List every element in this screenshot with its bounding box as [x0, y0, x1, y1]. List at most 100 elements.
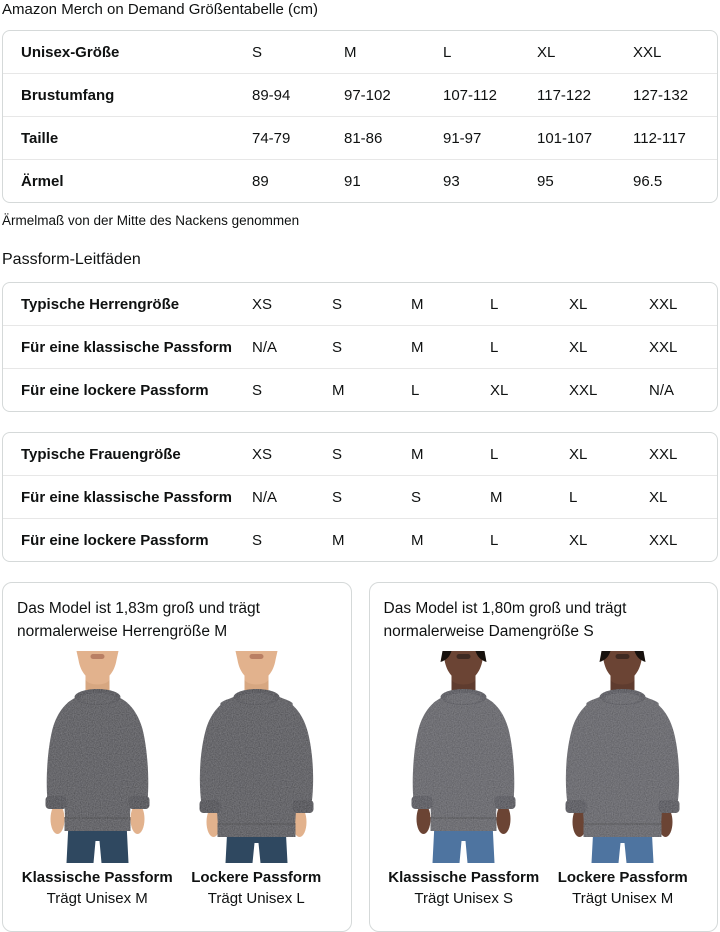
men-fit-guide-table: Typische Herrengröße XS S M L XL XXL Für… — [2, 282, 718, 412]
cell-value: S — [411, 488, 422, 506]
cell-value: XL — [569, 445, 588, 463]
wears-caption: Trägt Unisex M — [46, 889, 148, 907]
cell-value: M — [411, 338, 424, 356]
size-header: XL — [537, 43, 556, 61]
cell-value: M — [490, 488, 503, 506]
table-row: Brustumfang 89-94 97-102 107-112 117-122… — [3, 73, 717, 116]
row-label: Taille — [21, 129, 59, 147]
size-header: M — [344, 43, 357, 61]
cell-value: 89 — [252, 172, 269, 190]
fit-guides-section-title: Passform-Leitfäden — [2, 251, 141, 268]
page-title: Amazon Merch on Demand Größentabelle (cm… — [2, 1, 318, 18]
male-model-classic-fit-photo — [21, 651, 174, 863]
size-header: S — [252, 43, 263, 61]
model-description: Das Model ist 1,83m groß und trägt norma… — [17, 600, 260, 641]
cell-value: XXL — [649, 445, 678, 463]
cell-value: XXL — [649, 295, 678, 313]
cell-value: L — [490, 445, 499, 463]
column-header: Unisex-Größe — [21, 43, 120, 61]
row-label: Für eine lockere Passform — [21, 531, 209, 549]
cell-value: L — [490, 338, 499, 356]
table-row: Für eine lockere Passform S M L XL XXL N… — [3, 368, 717, 411]
cell-value: 93 — [443, 172, 460, 190]
row-label: Typische Herrengröße — [21, 295, 180, 313]
cell-value: XS — [252, 445, 273, 463]
female-model-classic-fit-photo — [387, 651, 540, 863]
fit-caption: Klassische Passform — [388, 868, 540, 886]
cell-value: M — [411, 531, 424, 549]
cell-value: L — [490, 531, 499, 549]
cell-value: 81-86 — [344, 129, 383, 147]
model-figures: Klassische Passform Trägt Unisex S Locke… — [384, 651, 704, 907]
model-cards: Das Model ist 1,83m groß und trägt norma… — [2, 582, 718, 932]
cell-value: 96.5 — [633, 172, 663, 190]
cell-value: 91 — [344, 172, 361, 190]
row-label: Für eine klassische Passform — [21, 338, 232, 356]
cell-value: S — [332, 445, 343, 463]
cell-value: 101-107 — [537, 129, 593, 147]
female-model-loose-fit-photo — [546, 651, 699, 863]
cell-value: XXL — [569, 381, 598, 399]
table-row: Für eine klassische Passform N/A S M L X… — [3, 325, 717, 368]
cell-value: M — [332, 531, 345, 549]
row-label: Brustumfang — [21, 86, 115, 104]
classic-fit-figure: Klassische Passform Trägt Unisex S — [387, 651, 540, 907]
male-model-loose-fit-photo — [180, 651, 333, 863]
model-description: Das Model ist 1,80m groß und trägt norma… — [383, 600, 627, 641]
female-model-card: Das Model ist 1,80m groß und trägt norma… — [368, 582, 718, 932]
size-header: L — [443, 43, 452, 61]
table-row: Ärmel 89 91 93 95 96.5 — [3, 159, 717, 202]
cell-value: XL — [569, 338, 588, 356]
male-model-card: Das Model ist 1,83m groß und trägt norma… — [2, 582, 352, 932]
table-row: Typische Frauengröße XS S M L XL XXL — [3, 433, 717, 475]
cell-value: XL — [649, 488, 668, 506]
cell-value: S — [252, 531, 263, 549]
cell-value: 74-79 — [252, 129, 291, 147]
cell-value: XL — [569, 295, 588, 313]
sleeve-measure-footnote: Ärmelmaß von der Mitte des Nackens genom… — [2, 213, 300, 228]
cell-value: L — [490, 295, 499, 313]
cell-value: 107-112 — [443, 86, 497, 104]
cell-value: 97-102 — [344, 86, 391, 104]
cell-value: 89-94 — [252, 86, 291, 104]
women-fit-guide-table: Typische Frauengröße XS S M L XL XXL Für… — [2, 432, 718, 562]
row-label: Für eine lockere Passform — [21, 381, 209, 399]
cell-value: M — [411, 295, 424, 313]
wears-caption: Trägt Unisex L — [207, 889, 305, 907]
cell-value: 95 — [537, 172, 554, 190]
cell-value: S — [252, 381, 263, 399]
fit-caption: Lockere Passform — [557, 868, 688, 886]
table-row: Für eine klassische Passform N/A S S M L… — [3, 475, 717, 518]
cell-value: M — [332, 381, 345, 399]
row-label: Für eine klassische Passform — [21, 488, 232, 506]
cell-value: XXL — [649, 338, 678, 356]
cell-value: XXL — [649, 531, 678, 549]
row-label: Ärmel — [21, 172, 64, 190]
cell-value: L — [411, 381, 420, 399]
loose-fit-figure: Lockere Passform Trägt Unisex M — [546, 651, 699, 907]
cell-value: S — [332, 338, 343, 356]
size-header: XXL — [633, 43, 662, 61]
fit-caption: Lockere Passform — [191, 868, 322, 886]
cell-value: S — [332, 295, 343, 313]
cell-value: N/A — [252, 338, 278, 356]
classic-fit-figure: Klassische Passform Trägt Unisex M — [21, 651, 174, 907]
cell-value: M — [411, 445, 424, 463]
cell-value: 91-97 — [443, 129, 482, 147]
cell-value: 112-117 — [633, 129, 686, 147]
cell-value: 127-132 — [633, 86, 689, 104]
cell-value: XL — [490, 381, 509, 399]
table-header-row: Unisex-Größe S M L XL XXL — [3, 31, 717, 73]
wears-caption: Trägt Unisex M — [572, 889, 674, 907]
cell-value: N/A — [649, 381, 675, 399]
unisex-size-table: Unisex-Größe S M L XL XXL Brustumfang 89… — [2, 30, 718, 203]
table-row: Typische Herrengröße XS S M L XL XXL — [3, 283, 717, 325]
row-label: Typische Frauengröße — [21, 445, 181, 463]
cell-value: N/A — [252, 488, 278, 506]
loose-fit-figure: Lockere Passform Trägt Unisex L — [180, 651, 333, 907]
wears-caption: Trägt Unisex S — [414, 889, 514, 907]
fit-caption: Klassische Passform — [21, 868, 173, 886]
cell-value: 117-122 — [537, 86, 591, 104]
cell-value: XL — [569, 531, 588, 549]
model-figures: Klassische Passform Trägt Unisex M Locke… — [17, 651, 337, 907]
